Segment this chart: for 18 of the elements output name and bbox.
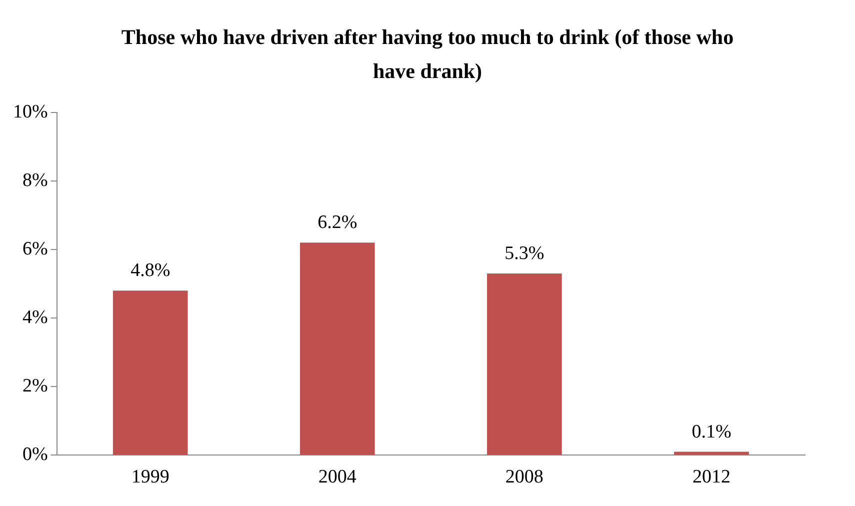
x-tick-label: 2008 bbox=[505, 466, 544, 488]
chart-title: Those who have driven after having too much to drink (of those who have drank) bbox=[120, 24, 735, 85]
bar bbox=[487, 274, 562, 455]
x-tick-label: 1999 bbox=[131, 466, 170, 488]
y-tick-label: 0% bbox=[22, 444, 48, 466]
y-tick-label: 2% bbox=[22, 376, 48, 397]
x-tick-label: 2004 bbox=[318, 466, 357, 488]
y-tick-label: 4% bbox=[22, 307, 48, 328]
data-label: 4.8% bbox=[130, 260, 170, 282]
y-tick-label: 10% bbox=[13, 101, 48, 122]
data-label: 0.1% bbox=[692, 421, 732, 442]
y-tick-label: 8% bbox=[22, 170, 48, 191]
data-label: 5.3% bbox=[504, 243, 544, 264]
bar bbox=[112, 290, 188, 455]
y-tick-label: 6% bbox=[22, 238, 48, 260]
bar bbox=[300, 242, 375, 455]
x-tick-label: 2012 bbox=[692, 466, 730, 488]
data-label: 6.2% bbox=[318, 212, 358, 234]
